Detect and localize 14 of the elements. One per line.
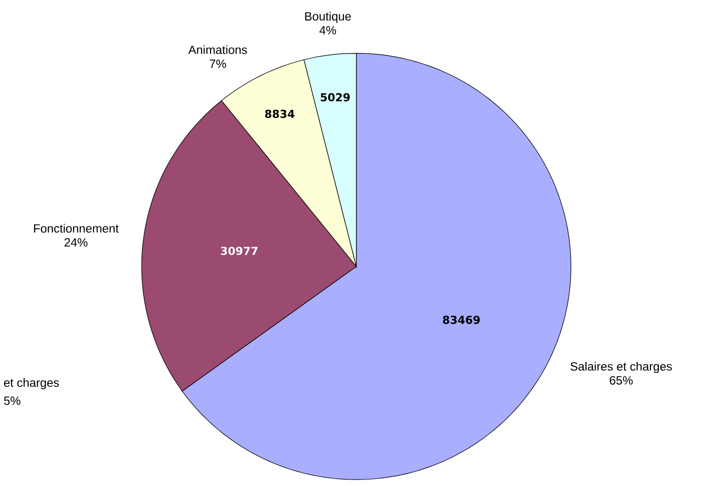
text: 7% [210, 60, 226, 68]
data-label: 8834 [265, 110, 294, 118]
data-label: 5029 [320, 93, 350, 102]
slice-label: Fonctionnement [34, 224, 119, 233]
data-label: 83469 [442, 316, 480, 324]
text: et charges [4, 378, 59, 390]
slice-label: Salaires et charges [570, 362, 672, 374]
slice-label: Animations [188, 45, 247, 54]
text: 65% [610, 376, 633, 385]
data-label: 30977 [220, 246, 258, 255]
slice-label: Boutique [305, 12, 351, 23]
text: 5% [4, 396, 20, 405]
text: 24% [64, 238, 88, 247]
text: 4% [319, 26, 336, 34]
